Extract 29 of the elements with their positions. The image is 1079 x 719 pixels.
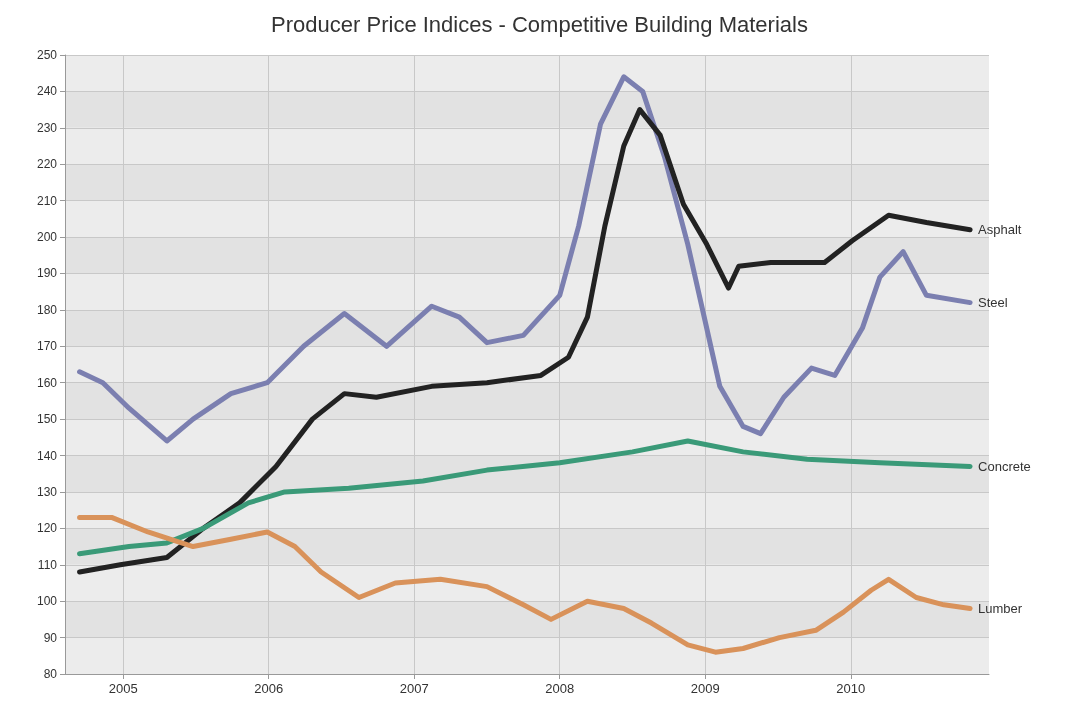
series-label: Lumber [978,600,1023,616]
chart-title: Producer Price Indices - Competitive Building Materials [271,11,808,37]
y-tick-label: 120 [36,521,58,536]
y-tick-label: 230 [36,120,58,135]
x-tick-label: 2006 [254,681,284,696]
y-tick-label: 210 [36,193,58,208]
y-tick-label: 80 [43,667,58,681]
y-tick-label: 110 [37,557,58,572]
series-label: Concrete [978,458,1031,474]
y-tick-label: 130 [36,484,58,499]
y-tick-label: 220 [36,157,58,172]
series-label: Asphalt [978,222,1022,238]
series-label: Steel [978,295,1008,311]
y-tick-label: 150 [36,412,58,427]
y-tick-label: 180 [36,302,58,317]
x-tick-label: 2005 [108,681,138,696]
y-tick-label: 200 [36,230,58,245]
x-tick-label: 2010 [836,681,866,696]
x-tick-label: 2008 [545,681,575,696]
y-tick-label: 100 [36,594,58,609]
y-tick-label: 250 [36,48,58,62]
y-tick-label: 140 [36,448,58,463]
y-tick-label: 160 [36,375,58,390]
y-tick-label: 190 [36,266,58,281]
x-tick-label: 2007 [399,681,429,696]
y-tick-label: 90 [43,630,58,645]
x-tick-label: 2009 [690,681,720,696]
y-tick-label: 170 [36,339,58,354]
y-tick-label: 240 [36,84,58,99]
